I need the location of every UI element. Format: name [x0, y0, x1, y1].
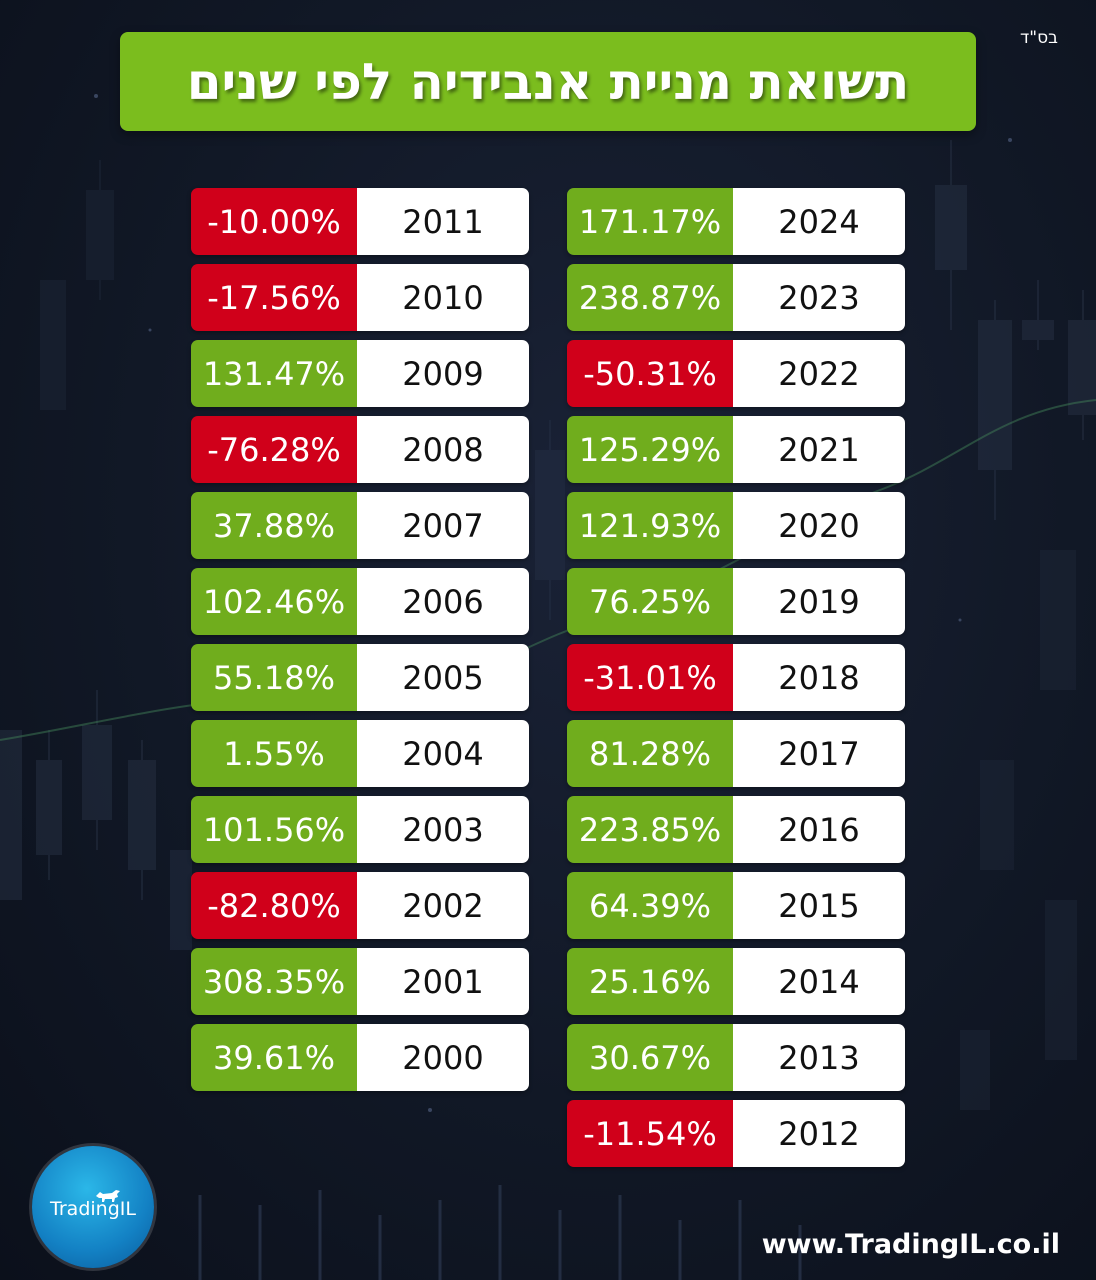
return-value: 30.67%: [567, 1024, 733, 1091]
table-row: -31.01% 2018: [567, 644, 905, 711]
year-label: 2002: [357, 872, 529, 939]
year-label: 2010: [357, 264, 529, 331]
table-row: 121.93% 2020: [567, 492, 905, 559]
table-row: -82.80% 2002: [191, 872, 529, 939]
return-value: 1.55%: [191, 720, 357, 787]
return-value: 37.88%: [191, 492, 357, 559]
year-label: 2018: [733, 644, 905, 711]
year-label: 2011: [357, 188, 529, 255]
year-label: 2004: [357, 720, 529, 787]
return-value: 131.47%: [191, 340, 357, 407]
return-value: 55.18%: [191, 644, 357, 711]
return-value: 223.85%: [567, 796, 733, 863]
year-label: 2001: [357, 948, 529, 1015]
year-label: 2007: [357, 492, 529, 559]
return-value: 121.93%: [567, 492, 733, 559]
return-value: -82.80%: [191, 872, 357, 939]
year-label: 2017: [733, 720, 905, 787]
return-value: -17.56%: [191, 264, 357, 331]
year-label: 2006: [357, 568, 529, 635]
year-label: 2016: [733, 796, 905, 863]
year-label: 2019: [733, 568, 905, 635]
return-value: 39.61%: [191, 1024, 357, 1091]
year-label: 2003: [357, 796, 529, 863]
year-label: 2023: [733, 264, 905, 331]
table-row: 171.17% 2024: [567, 188, 905, 255]
table-row: 1.55% 2004: [191, 720, 529, 787]
return-value: -50.31%: [567, 340, 733, 407]
table-row: 25.16% 2014: [567, 948, 905, 1015]
year-label: 2009: [357, 340, 529, 407]
table-row: 64.39% 2015: [567, 872, 905, 939]
tradingil-logo[interactable]: TradingIL: [32, 1146, 154, 1268]
bsd-corner-text: בס"ד: [1020, 28, 1058, 48]
table-row: 81.28% 2017: [567, 720, 905, 787]
year-label: 2014: [733, 948, 905, 1015]
page-title: תשואת מניית אנבידיה לפי שנים: [186, 52, 910, 111]
year-label: 2020: [733, 492, 905, 559]
return-value: 81.28%: [567, 720, 733, 787]
title-banner: תשואת מניית אנבידיה לפי שנים: [120, 32, 976, 131]
table-row: 131.47% 2009: [191, 340, 529, 407]
table-row: 101.56% 2003: [191, 796, 529, 863]
table-row: 76.25% 2019: [567, 568, 905, 635]
return-value: 76.25%: [567, 568, 733, 635]
return-value: 308.35%: [191, 948, 357, 1015]
return-value: 125.29%: [567, 416, 733, 483]
website-link[interactable]: www.TradingIL.co.il: [761, 1229, 1060, 1260]
table-row: -50.31% 2022: [567, 340, 905, 407]
return-value: -11.54%: [567, 1100, 733, 1167]
return-value: 102.46%: [191, 568, 357, 635]
return-value: 171.17%: [567, 188, 733, 255]
table-row: 39.61% 2000: [191, 1024, 529, 1091]
logo-text: TradingIL: [50, 1198, 136, 1220]
return-value: 238.87%: [567, 264, 733, 331]
year-label: 2008: [357, 416, 529, 483]
return-value: -76.28%: [191, 416, 357, 483]
table-row: 125.29% 2021: [567, 416, 905, 483]
table-row: 55.18% 2005: [191, 644, 529, 711]
return-value: -10.00%: [191, 188, 357, 255]
year-label: 2015: [733, 872, 905, 939]
year-label: 2022: [733, 340, 905, 407]
table-row: -17.56% 2010: [191, 264, 529, 331]
bull-icon: [96, 1190, 120, 1202]
return-value: 101.56%: [191, 796, 357, 863]
table-row: -10.00% 2011: [191, 188, 529, 255]
table-row: 223.85% 2016: [567, 796, 905, 863]
year-label: 2013: [733, 1024, 905, 1091]
table-row: 308.35% 2001: [191, 948, 529, 1015]
return-value: 64.39%: [567, 872, 733, 939]
table-row: -11.54% 2012: [567, 1100, 905, 1167]
return-value: 25.16%: [567, 948, 733, 1015]
table-row: 102.46% 2006: [191, 568, 529, 635]
year-label: 2005: [357, 644, 529, 711]
year-label: 2012: [733, 1100, 905, 1167]
year-label: 2000: [357, 1024, 529, 1091]
table-row: 238.87% 2023: [567, 264, 905, 331]
year-label: 2021: [733, 416, 905, 483]
table-row: -76.28% 2008: [191, 416, 529, 483]
table-row: 37.88% 2007: [191, 492, 529, 559]
year-label: 2024: [733, 188, 905, 255]
table-row: 30.67% 2013: [567, 1024, 905, 1091]
return-value: -31.01%: [567, 644, 733, 711]
